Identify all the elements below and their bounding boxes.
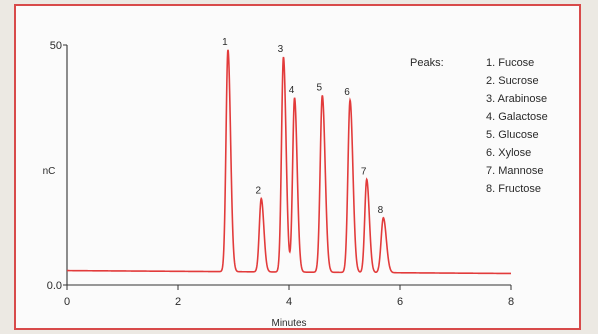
legend-title: Peaks: [410, 57, 444, 69]
legend-items: 1. Fucose 2. Sucrose 3. Arabinose 4. Galact… [486, 57, 548, 195]
legend-entry: 2. Sucrose [486, 75, 539, 87]
x-tick-label: 4 [286, 296, 292, 308]
legend-entry: 4. Galactose [486, 111, 548, 123]
legend-entry: 1. Fucose [486, 57, 534, 69]
x-tick-label: 2 [175, 296, 181, 308]
legend-entry: 6. Xylose [486, 147, 531, 159]
legend-entry: 8. Fructose [486, 183, 541, 195]
peak-labels: 1 2 3 4 5 6 7 8 [222, 37, 383, 216]
plot-area: 0.0 50 0 2 4 6 8 1 2 3 4 5 6 7 8 Minutes nC [43, 37, 514, 329]
peak-label-6: 6 [344, 87, 350, 98]
x-axis-label: Minutes [271, 318, 306, 329]
peak-label-7: 7 [361, 166, 367, 177]
x-tick-label: 0 [64, 296, 70, 308]
x-tick-label: 6 [397, 296, 403, 308]
y-tick-label: 0.0 [47, 280, 62, 292]
peak-label-2: 2 [255, 186, 261, 197]
peak-label-5: 5 [317, 82, 323, 93]
y-axis-label: nC [43, 166, 56, 177]
x-tick-label: 8 [508, 296, 514, 308]
peak-label-8: 8 [378, 205, 384, 216]
legend-entry: 7. Mannose [486, 165, 543, 177]
legend-entry: 3. Arabinose [486, 93, 547, 105]
legend: Peaks: 1. Fucose 2. Sucrose 3. Arabinose 4.… [410, 57, 548, 195]
legend-entry: 5. Glucose [486, 129, 539, 141]
y-tick-label: 50 [50, 40, 62, 52]
x-ticks: 0 2 4 6 8 [64, 285, 514, 308]
peak-label-3: 3 [278, 44, 284, 55]
peak-label-1: 1 [222, 37, 228, 48]
chromatogram-trace [67, 49, 511, 275]
y-ticks: 0.0 50 [47, 40, 67, 292]
peak-label-4: 4 [289, 85, 295, 96]
